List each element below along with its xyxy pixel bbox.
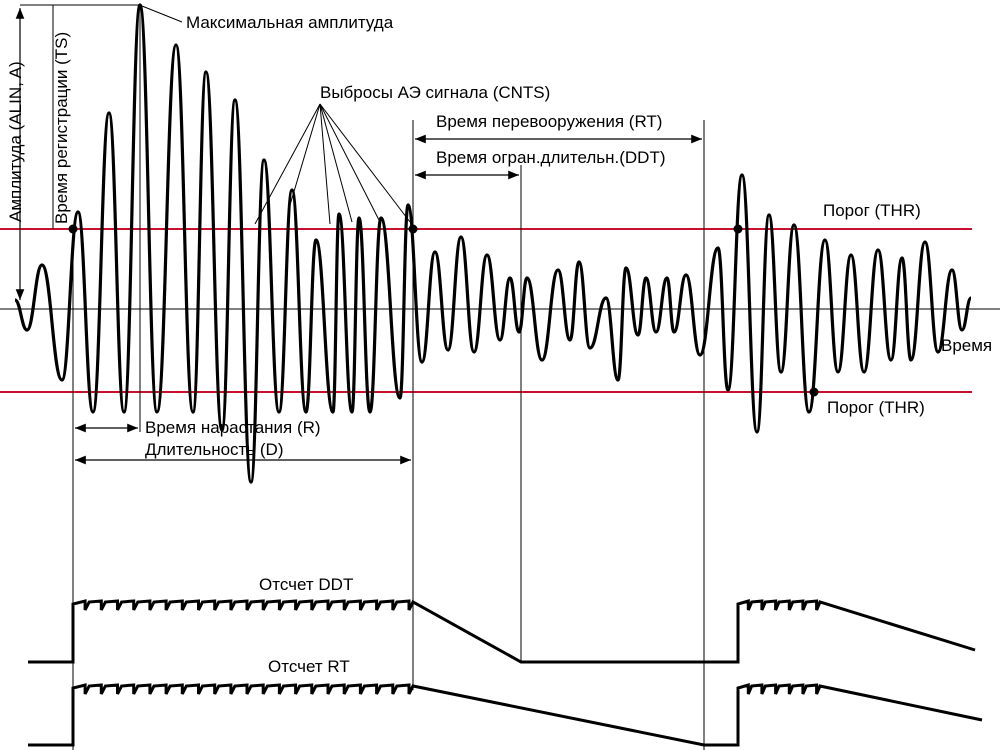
ddt-count-trace — [28, 599, 976, 664]
ddt-count-label: Отсчет DDT — [259, 575, 353, 594]
duration-label: Длительность (D) — [145, 440, 284, 459]
amplitude-axis-label: Амплитуда (ALIN, A) — [6, 61, 25, 222]
rise-time-label: Время нарастания (R) — [145, 418, 321, 437]
bottom-crossing-dot — [809, 387, 819, 397]
rearm-time-label: Время перевооружения (RT) — [436, 112, 662, 131]
threshold-top-label: Порог (THR) — [823, 201, 921, 220]
ddt-label: Время огран.длительн.(DDT) — [436, 148, 666, 167]
ae-waveform — [14, 3, 973, 484]
rt-count-label: Отсчет RT — [268, 657, 350, 676]
arrival-time-label: Время регистрации (TS) — [52, 32, 71, 224]
rt-count-trace — [28, 683, 983, 747]
ae-hits-leaders — [254, 103, 411, 225]
ae-hits-label: Выбросы АЭ сигнала (CNTS) — [320, 83, 550, 102]
next-hit-crossing-dot — [733, 224, 743, 234]
threshold-bottom-label: Порог (THR) — [827, 398, 925, 417]
last-crossing-dot — [408, 224, 418, 234]
max-amplitude-label: Максимальная амплитуда — [186, 13, 394, 32]
time-axis-label: Время — [941, 336, 992, 355]
first-crossing-dot — [68, 224, 78, 234]
max-amplitude-leader — [141, 5, 183, 23]
